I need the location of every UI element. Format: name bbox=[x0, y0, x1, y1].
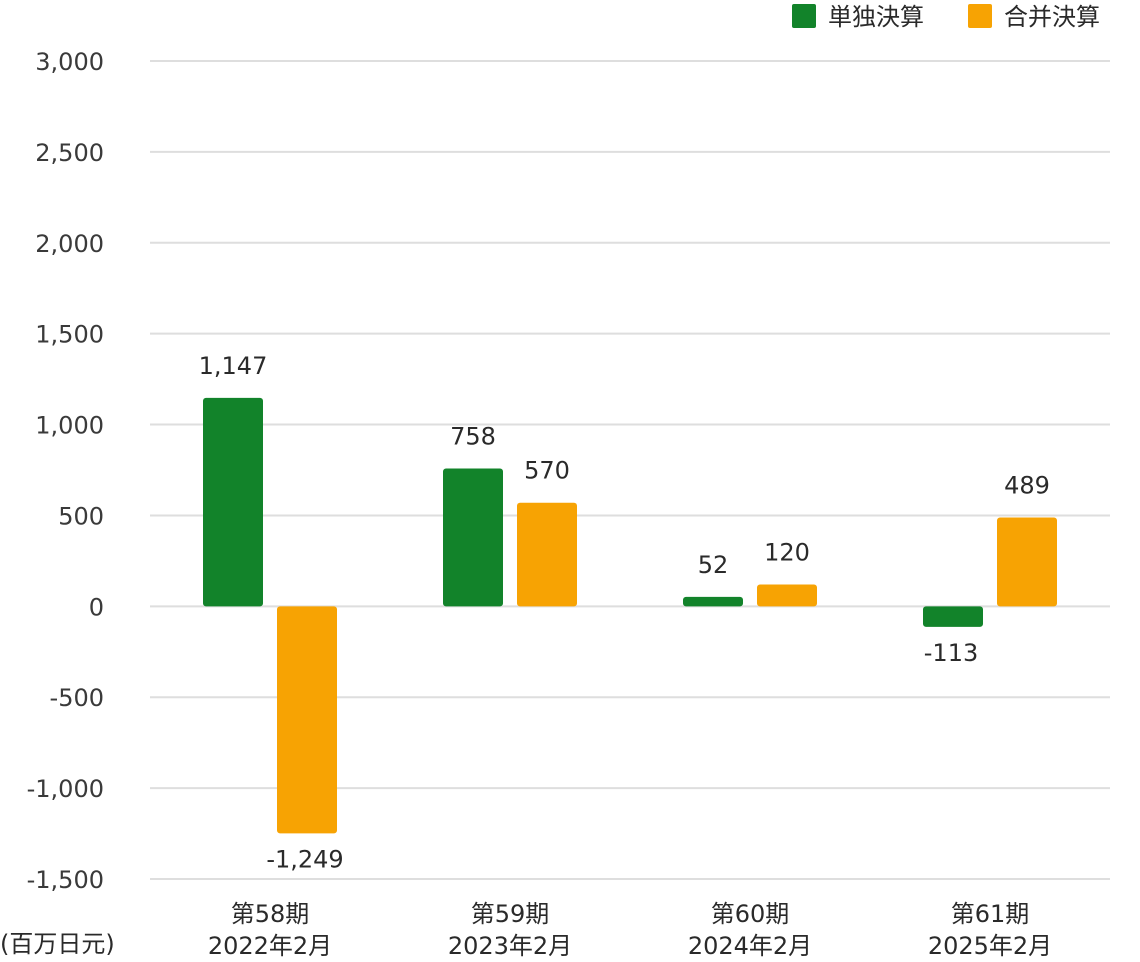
legend: 単独決算 合并決算 bbox=[792, 3, 1100, 31]
data-label: 489 bbox=[1004, 471, 1050, 499]
x-tick-label: 2024年2月 bbox=[688, 932, 812, 960]
bar-standalone bbox=[443, 468, 503, 607]
y-tick-label: -1,000 bbox=[27, 775, 104, 803]
x-axis-tick-labels: 第58期 2022年2月 第59期 2023年2月 第60期 2024年2月 第61期 202… bbox=[208, 900, 1052, 960]
data-label: 758 bbox=[450, 423, 496, 451]
legend-label: 単独決算 bbox=[828, 3, 924, 31]
y-tick-label: 1,500 bbox=[35, 321, 104, 349]
data-label: 52 bbox=[698, 551, 729, 579]
bars bbox=[203, 397, 1057, 834]
legend-swatch bbox=[968, 4, 992, 28]
x-tick-label: 2022年2月 bbox=[208, 932, 332, 960]
data-labels: 1,147 -1,249 758 570 52 120 -113 489 bbox=[199, 352, 1050, 874]
x-tick-label: 第60期 bbox=[711, 900, 790, 928]
data-label: 120 bbox=[764, 539, 810, 567]
bar-standalone bbox=[683, 596, 743, 607]
bar-standalone bbox=[923, 606, 983, 627]
y-tick-label: 1,000 bbox=[35, 412, 104, 440]
y-axis-tick-labels: 3,000 2,500 2,000 1,500 1,000 500 0 -500 -1,000 -… bbox=[27, 48, 104, 894]
bar-consolidated bbox=[997, 517, 1057, 607]
x-tick-label: 2025年2月 bbox=[928, 932, 1052, 960]
data-label: 1,147 bbox=[199, 352, 268, 380]
y-tick-label: 2,000 bbox=[35, 230, 104, 258]
legend-swatch bbox=[792, 4, 816, 28]
data-label: -113 bbox=[924, 639, 978, 667]
bar-consolidated bbox=[517, 502, 577, 607]
y-tick-label: -500 bbox=[50, 684, 104, 712]
y-tick-label: 0 bbox=[89, 593, 104, 621]
x-tick-label: 第59期 bbox=[471, 900, 550, 928]
y-tick-label: -1,500 bbox=[27, 866, 104, 894]
data-label: -1,249 bbox=[266, 845, 343, 873]
legend-label: 合并決算 bbox=[1004, 3, 1100, 31]
y-tick-label: 3,000 bbox=[35, 48, 104, 76]
bar-consolidated bbox=[277, 606, 337, 834]
x-tick-label: 2023年2月 bbox=[448, 932, 572, 960]
y-tick-label: 500 bbox=[58, 502, 104, 530]
y-tick-label: 2,500 bbox=[35, 139, 104, 167]
bar-standalone bbox=[203, 397, 263, 607]
data-label: 570 bbox=[524, 457, 570, 485]
bar-consolidated bbox=[757, 584, 817, 607]
y-axis-unit-label: (百万日元) bbox=[0, 930, 115, 958]
x-tick-label: 第61期 bbox=[951, 900, 1030, 928]
x-tick-label: 第58期 bbox=[231, 900, 310, 928]
